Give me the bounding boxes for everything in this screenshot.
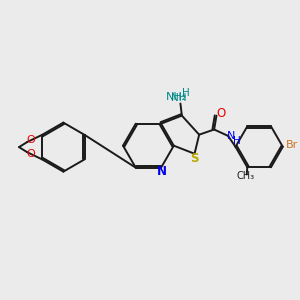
Text: O: O xyxy=(26,149,35,160)
Text: NH₂: NH₂ xyxy=(166,92,188,102)
Text: Br: Br xyxy=(286,140,298,150)
Text: H: H xyxy=(182,88,190,98)
Text: N: N xyxy=(157,165,167,178)
Text: S: S xyxy=(190,152,199,165)
Text: O: O xyxy=(26,135,35,145)
Text: NH: NH xyxy=(171,93,187,103)
Text: H: H xyxy=(233,136,241,146)
Text: CH₃: CH₃ xyxy=(237,171,255,181)
Text: O: O xyxy=(217,107,226,120)
Text: N: N xyxy=(227,131,235,141)
